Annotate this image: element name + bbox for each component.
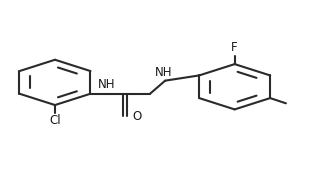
- Text: NH: NH: [155, 66, 172, 79]
- Text: O: O: [132, 110, 142, 123]
- Text: Cl: Cl: [49, 114, 61, 127]
- Text: NH: NH: [98, 78, 115, 91]
- Text: F: F: [231, 41, 238, 54]
